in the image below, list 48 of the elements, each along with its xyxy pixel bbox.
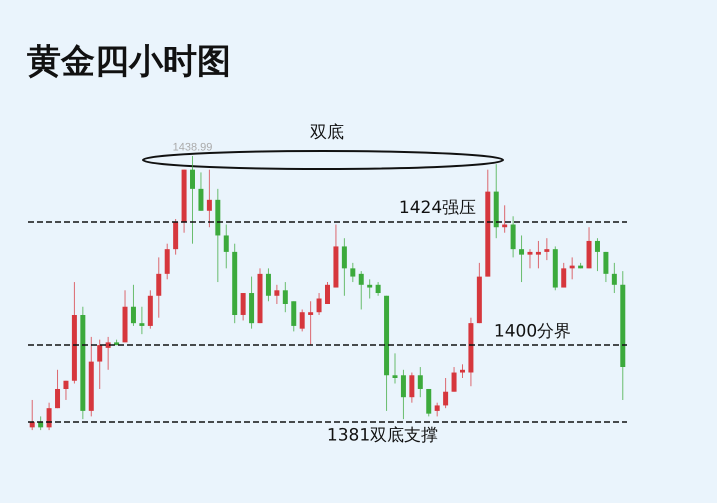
- candlestick: [460, 364, 465, 379]
- candlestick: [139, 306, 144, 335]
- candlestick: [392, 352, 398, 384]
- candlestick: [46, 402, 52, 431]
- candlestick: [130, 284, 136, 326]
- candlestick: [55, 369, 60, 409]
- candlestick: [452, 366, 457, 392]
- candlestick: [97, 339, 102, 390]
- candlestick: [409, 372, 414, 404]
- candlestick: [418, 366, 423, 398]
- candlestick: [266, 268, 271, 302]
- chart-title: 黄金四小时图: [27, 44, 231, 80]
- candlestick: [376, 282, 381, 296]
- candlestick: [536, 240, 541, 269]
- candlestick: [612, 262, 617, 294]
- ref-line-label: 1424强压: [398, 198, 476, 218]
- candlestick: [300, 308, 305, 332]
- candlestick: [519, 234, 524, 283]
- candlestick: [350, 262, 356, 283]
- candlestick: [570, 256, 575, 280]
- candlestick: [316, 292, 322, 316]
- candlestick: [190, 155, 196, 244]
- candlestick: [502, 204, 508, 234]
- candlestick: [240, 292, 246, 321]
- annotation: 1438.99: [172, 141, 212, 154]
- candlestick: [156, 256, 162, 318]
- candlestick: [434, 402, 440, 417]
- candlestick: [342, 238, 347, 296]
- candlestick: [400, 369, 406, 420]
- candlestick: [367, 278, 372, 300]
- candlestick: [358, 270, 364, 310]
- candlestick: [282, 282, 288, 313]
- candlestick: [544, 238, 550, 261]
- candlestick: [325, 282, 330, 304]
- candlestick: [443, 378, 448, 409]
- ref-line-label: 1400分界: [494, 322, 572, 342]
- candlestick: [224, 224, 229, 269]
- candlestick: [274, 284, 280, 304]
- candlestick: [198, 172, 204, 212]
- candlestick: [308, 300, 314, 346]
- candlestick: [206, 169, 212, 228]
- candlestick: [603, 251, 608, 283]
- text: 双底: [310, 122, 344, 142]
- candlestick: [527, 248, 532, 269]
- ref-line-label: 1381双底支撑: [326, 425, 438, 446]
- candlestick: [561, 262, 566, 288]
- candlestick: [594, 238, 600, 272]
- candlestick: [63, 380, 68, 400]
